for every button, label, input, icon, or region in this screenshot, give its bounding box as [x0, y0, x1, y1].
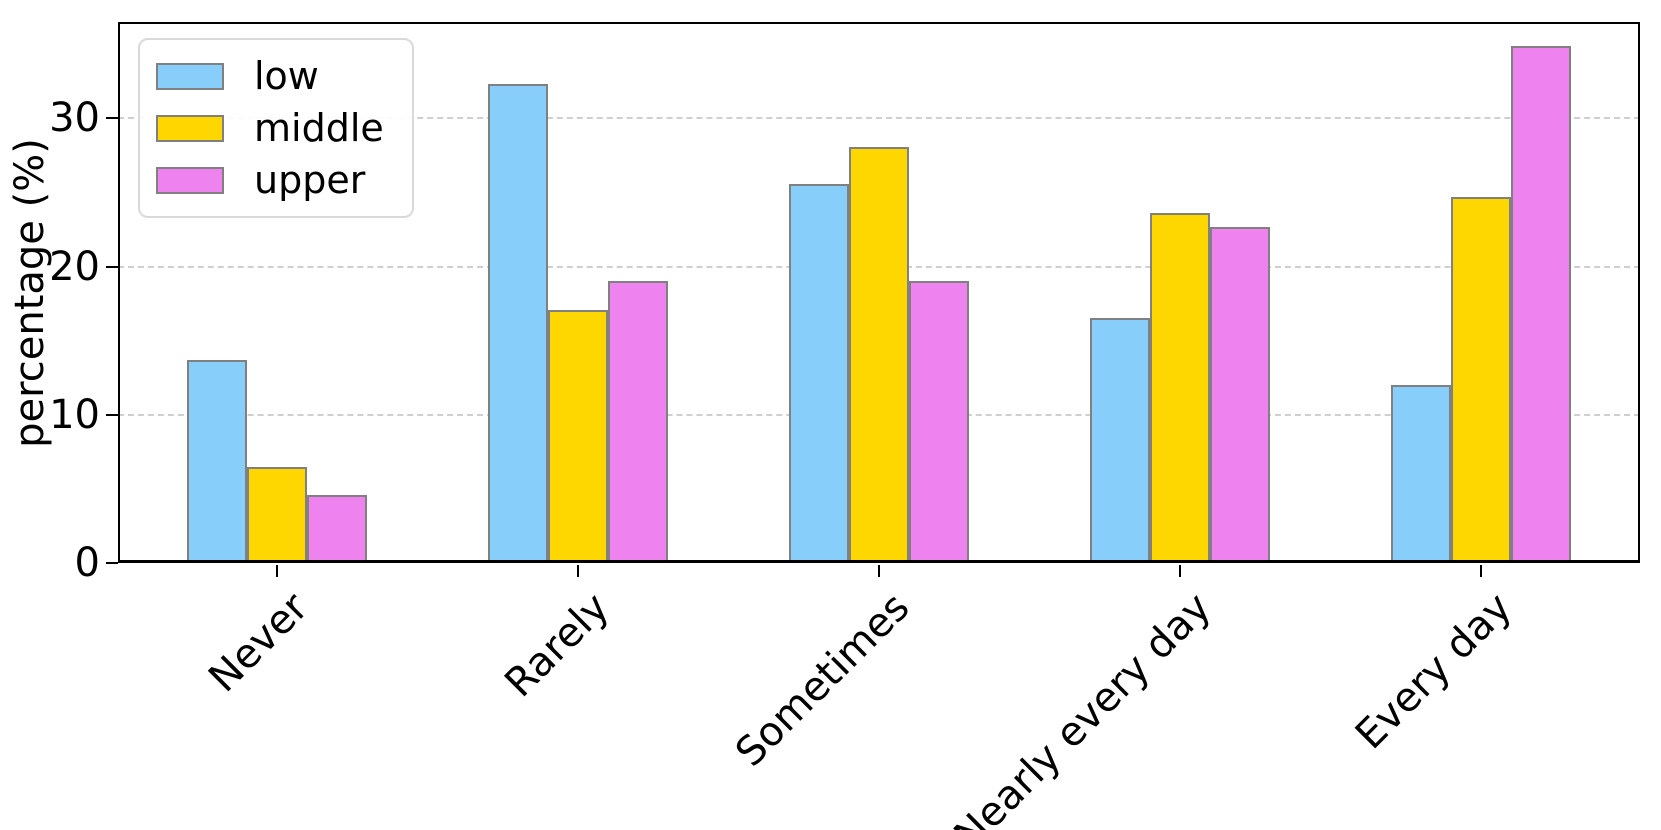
bar-upper-nearly-every-day [1209, 226, 1270, 563]
legend-item-middle: middle [156, 108, 384, 148]
x-tick-label-4: Every day [1346, 584, 1521, 759]
legend-label-middle: middle [254, 106, 384, 150]
x-tick-mark-0 [276, 565, 279, 577]
bar-low-rarely [488, 84, 549, 563]
legend-item-low: low [156, 56, 384, 96]
x-tick-mark-3 [1178, 565, 1181, 577]
legend-swatch-low [156, 62, 224, 90]
legend-swatch-middle [156, 114, 224, 142]
x-tick-label-2: Sometimes [727, 584, 919, 776]
y-tick-mark-30 [106, 117, 118, 120]
x-tick-label-0: Never [200, 584, 318, 702]
x-tick-label-3: Nearly every day [945, 584, 1220, 830]
bar-low-every-day [1390, 385, 1451, 563]
bar-middle-never [247, 466, 308, 563]
legend-swatch-upper [156, 166, 224, 194]
y-tick-label-30: 30 [49, 95, 100, 142]
bar-upper-rarely [608, 281, 669, 563]
bar-low-never [187, 359, 248, 563]
legend-item-upper: upper [156, 160, 384, 200]
y-tick-mark-0 [106, 562, 118, 564]
x-tick-mark-4 [1479, 565, 1482, 577]
bar-upper-never [307, 494, 368, 563]
x-tick-mark-1 [577, 565, 580, 577]
bar-upper-sometimes [909, 281, 969, 563]
bar-low-nearly-every-day [1089, 318, 1150, 563]
legend-label-low: low [254, 54, 319, 98]
bar-middle-sometimes [849, 146, 909, 563]
bar-middle-rarely [548, 309, 609, 563]
bar-middle-every-day [1450, 196, 1511, 563]
y-tick-label-20: 20 [49, 243, 100, 290]
y-tick-mark-20 [106, 265, 118, 268]
gridline-30 [118, 117, 1640, 120]
y-tick-label-10: 10 [49, 391, 100, 438]
legend: low middle upper [138, 38, 414, 218]
bar-low-sometimes [789, 183, 849, 563]
y-tick-mark-10 [106, 413, 118, 416]
bar-upper-every-day [1510, 45, 1571, 563]
legend-label-upper: upper [254, 158, 366, 202]
y-tick-label-0: 0 [74, 540, 100, 586]
bar-middle-nearly-every-day [1149, 213, 1210, 563]
x-tick-mark-2 [878, 565, 880, 577]
x-tick-label-1: Rarely [496, 584, 619, 707]
